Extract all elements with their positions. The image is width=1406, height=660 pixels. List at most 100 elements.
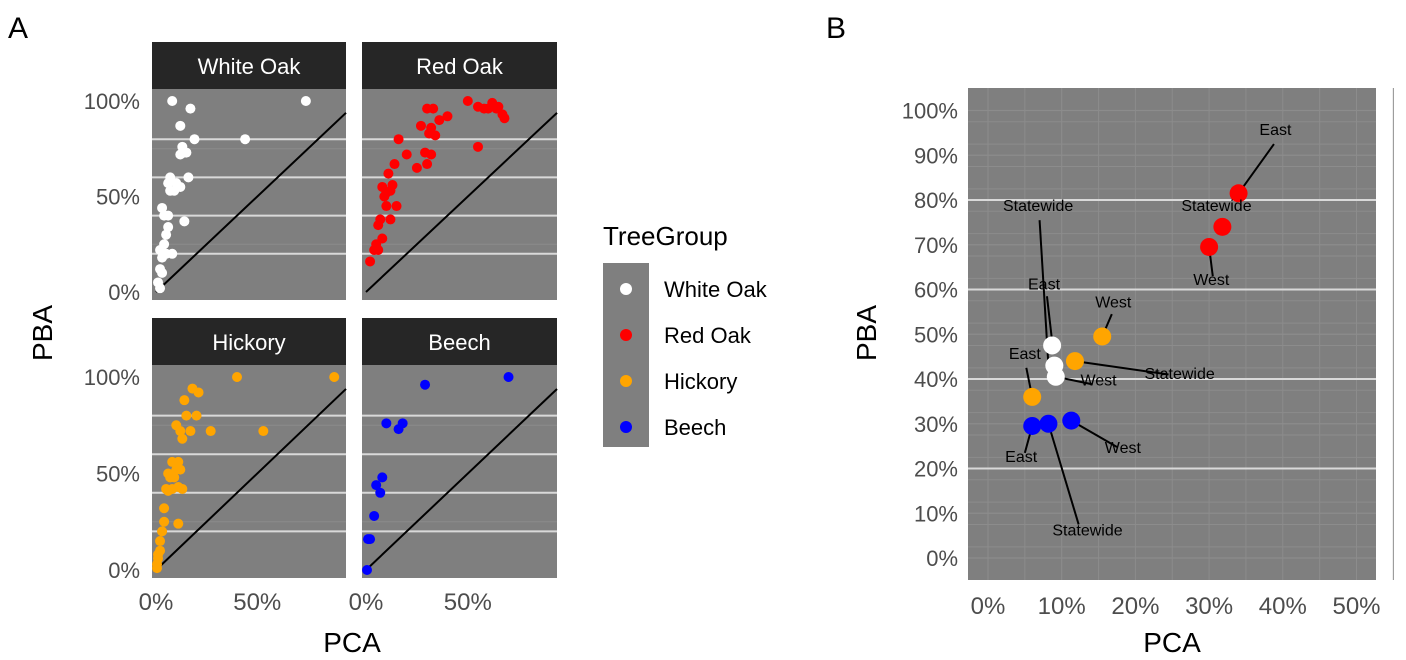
- legend-item: Hickory: [620, 369, 737, 394]
- data-point: [161, 229, 172, 240]
- y-tick-label: 0%: [926, 546, 958, 571]
- legend-item: Beech: [620, 415, 726, 440]
- y-tick-label: 100%: [84, 365, 140, 390]
- data-point: [401, 149, 412, 160]
- point-annotation: Statewide: [1181, 198, 1251, 215]
- data-point: [177, 433, 188, 444]
- x-tick-label: 20%: [1111, 593, 1159, 620]
- legend-key: [620, 283, 632, 295]
- data-point: [183, 172, 194, 183]
- data-point: [377, 472, 388, 483]
- data-point: [479, 103, 490, 114]
- legend-label: White Oak: [664, 277, 768, 302]
- data-point: [415, 120, 426, 131]
- y-tick-label: 70%: [914, 233, 958, 258]
- data-point: [383, 168, 394, 179]
- data-point: [411, 162, 422, 173]
- point-annotation: West: [1193, 272, 1230, 289]
- label-leader-line: [1074, 360, 1169, 376]
- y-tick-label: 100%: [84, 89, 140, 114]
- facet-strip: [362, 318, 557, 365]
- data-point: [1023, 416, 1042, 435]
- data-point: [177, 483, 188, 494]
- legend-label: Red Oak: [664, 323, 752, 348]
- point-annotation: West: [1095, 294, 1132, 311]
- legend-key: [620, 329, 632, 341]
- facet-beech: Beech 0% 50%: [349, 318, 558, 616]
- data-point: [163, 210, 174, 221]
- panel-label-b: B: [826, 12, 846, 45]
- data-point: [181, 147, 192, 158]
- x-tick-label: 50%: [233, 589, 281, 616]
- point-annotation: East: [1009, 346, 1042, 363]
- identity-line: [155, 112, 347, 293]
- x-tick-label: 0%: [349, 589, 384, 616]
- y-tick-label: 50%: [96, 185, 140, 210]
- data-point: [503, 372, 514, 382]
- y-axis-label: PBA: [27, 305, 58, 361]
- data-point: [499, 113, 510, 124]
- data-point: [371, 480, 382, 491]
- data-point: [179, 395, 190, 406]
- data-point: [385, 214, 396, 225]
- x-tick-label: 40%: [1259, 593, 1307, 620]
- faceted-scatter-chart: White Oak 0% 50% 100% Red Oak Hickory 0% 50% 100…: [27, 42, 558, 658]
- legend-key: [620, 421, 632, 433]
- data-point: [165, 472, 176, 483]
- data-point: [462, 96, 473, 106]
- legend: TreeGroup White Oak Red Oak Hickory Beech: [603, 221, 768, 447]
- point-annotation: West: [1105, 440, 1142, 457]
- data-point: [157, 202, 168, 213]
- legend-title: TreeGroup: [603, 221, 728, 251]
- x-axis-label: PCA: [323, 627, 381, 658]
- facet-title: Beech: [428, 330, 490, 355]
- data-point: [167, 483, 178, 494]
- legend-label: Beech: [664, 415, 726, 440]
- y-tick-label: 50%: [96, 462, 140, 487]
- data-point: [428, 103, 439, 114]
- data-point: [1062, 411, 1081, 430]
- y-tick-label: 20%: [914, 457, 958, 482]
- data-point: [1213, 217, 1232, 236]
- data-point: [493, 101, 504, 112]
- data-point: [240, 134, 251, 145]
- data-point: [387, 180, 398, 191]
- data-point: [258, 426, 269, 437]
- data-point: [379, 191, 390, 202]
- data-point: [1043, 336, 1062, 355]
- data-point: [167, 96, 178, 106]
- data-point: [167, 456, 178, 467]
- legend-key: [620, 375, 632, 387]
- data-point: [191, 410, 202, 421]
- data-point: [163, 178, 174, 189]
- data-point: [389, 159, 400, 170]
- facet-hickory: Hickory 0% 50% 100% 0% 50%: [84, 318, 347, 616]
- legend-item: White Oak: [620, 277, 768, 302]
- data-point: [189, 134, 200, 145]
- data-point: [1046, 367, 1065, 386]
- point-annotation: East: [1028, 277, 1061, 294]
- labeled-scatter-chart: East Statewide West Statewide East West Statew…: [851, 88, 1394, 658]
- data-point: [232, 372, 243, 382]
- data-point: [430, 130, 441, 141]
- data-point: [434, 115, 445, 126]
- x-tick-label: 10%: [1038, 593, 1086, 620]
- point-annotation: Statewide: [1052, 523, 1122, 540]
- data-point: [205, 426, 216, 437]
- y-tick-label: 50%: [914, 322, 958, 347]
- data-point: [185, 103, 196, 114]
- facet-title: Hickory: [212, 330, 285, 355]
- data-point: [1023, 387, 1042, 406]
- data-point: [472, 141, 483, 152]
- y-axis-label: PBA: [851, 305, 882, 361]
- facet-title: White Oak: [198, 54, 302, 79]
- data-point: [365, 256, 376, 267]
- data-point: [155, 283, 166, 294]
- data-point: [157, 267, 168, 278]
- data-point: [175, 181, 186, 192]
- y-tick-label: 60%: [914, 278, 958, 303]
- facet-strip: [152, 42, 346, 89]
- data-point: [175, 464, 186, 475]
- data-point: [362, 565, 373, 575]
